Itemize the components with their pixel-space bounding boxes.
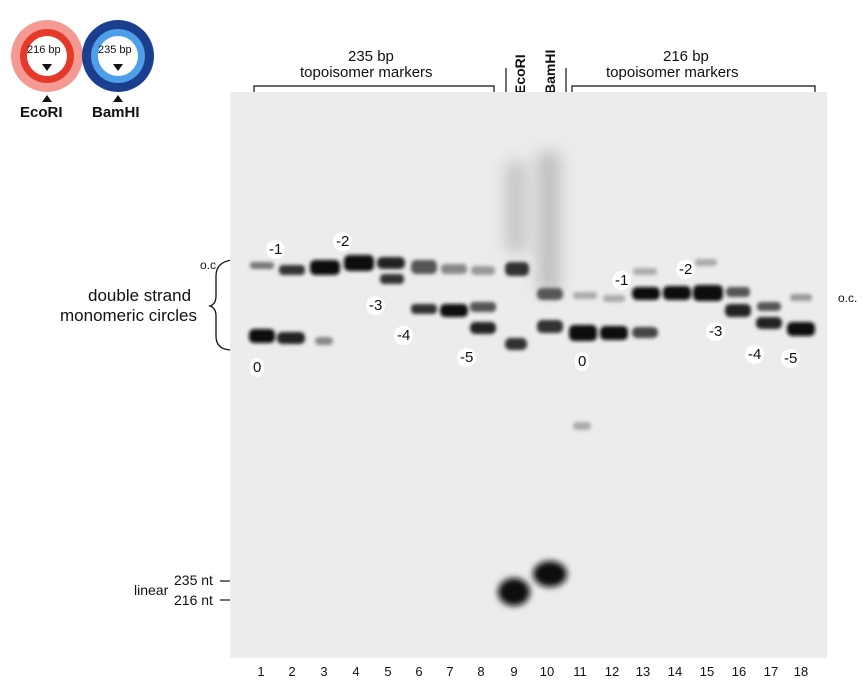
double-strand-line1: double strand bbox=[88, 286, 192, 305]
lane-number-16: 16 bbox=[731, 664, 747, 679]
lane-number-6: 6 bbox=[415, 664, 423, 679]
nt216-label: 216 nt bbox=[174, 592, 213, 608]
ecori-label: EcoRI bbox=[20, 104, 63, 121]
band-label-right-m4: -4 bbox=[745, 345, 765, 364]
lane-number-12: 12 bbox=[604, 664, 620, 679]
lane-number-17: 17 bbox=[763, 664, 779, 679]
left-header-line2: topoisomer markers bbox=[300, 64, 433, 81]
right-header-line2: topoisomer markers bbox=[606, 64, 739, 81]
band-label-left-m3: -3 bbox=[366, 296, 386, 315]
oc-right-label: o.c. bbox=[838, 291, 858, 305]
band-label-right-m1: -1 bbox=[612, 271, 632, 290]
right-header-line1: 216 bp bbox=[663, 48, 709, 65]
left-header-line1: 235 bp bbox=[348, 48, 394, 65]
band-label-right-m2: -2 bbox=[676, 260, 696, 279]
lane-number-7: 7 bbox=[446, 664, 454, 679]
band-label-left-m2: -2 bbox=[333, 232, 353, 251]
gel-image bbox=[230, 92, 827, 658]
band-label-right-0: 0 bbox=[575, 352, 590, 371]
lane-number-10: 10 bbox=[539, 664, 555, 679]
double-strand-line2: monomeric circles bbox=[60, 306, 197, 325]
lane-number-3: 3 bbox=[320, 664, 328, 679]
linear-label: linear bbox=[134, 582, 169, 598]
plasmid-diagram bbox=[11, 20, 154, 102]
plasmid-216-label: 216 bp bbox=[27, 44, 61, 56]
gel-bands bbox=[249, 152, 815, 606]
band-label-left-0: 0 bbox=[250, 358, 265, 377]
lane-number-8: 8 bbox=[477, 664, 485, 679]
band-label-left-m1: -1 bbox=[266, 240, 286, 259]
lane-number-9: 9 bbox=[510, 664, 518, 679]
lane-number-1: 1 bbox=[257, 664, 265, 679]
lane-number-11: 11 bbox=[573, 664, 587, 679]
band-label-left-m5: -5 bbox=[457, 348, 477, 367]
bamhi-label: BamHI bbox=[92, 104, 140, 121]
lane-number-13: 13 bbox=[635, 664, 651, 679]
lane-number-15: 15 bbox=[699, 664, 715, 679]
lane-number-14: 14 bbox=[667, 664, 683, 679]
oc-left-label: o.c. bbox=[200, 258, 220, 272]
plasmid-235-label: 235 bp bbox=[98, 44, 132, 56]
lane-number-4: 4 bbox=[352, 664, 360, 679]
lane-number-18: 18 bbox=[793, 664, 809, 679]
nt235-label: 235 nt bbox=[174, 572, 213, 588]
band-label-left-m4: -4 bbox=[394, 326, 414, 345]
lane-number-2: 2 bbox=[288, 664, 296, 679]
band-label-right-m3: -3 bbox=[706, 322, 726, 341]
band-label-right-m5: -5 bbox=[781, 349, 801, 368]
lane-number-5: 5 bbox=[384, 664, 392, 679]
